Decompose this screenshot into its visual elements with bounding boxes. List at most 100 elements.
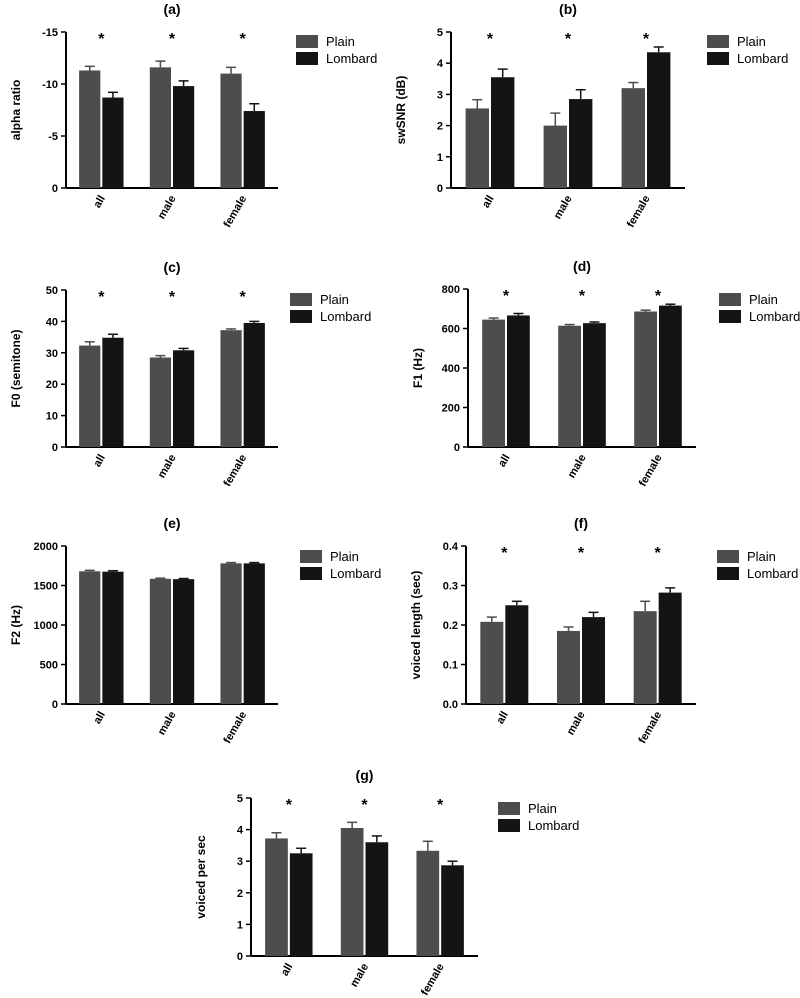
y-tick-label: -15	[42, 27, 58, 39]
x-tick-label: male	[552, 194, 575, 222]
bar-lombard	[102, 337, 124, 447]
chart-title: (b)	[559, 1, 577, 17]
legend-label: Plain	[528, 801, 557, 816]
y-tick-label: 50	[46, 285, 58, 297]
bar-lombard	[491, 77, 515, 188]
bar-plain	[149, 67, 171, 188]
bar-plain	[220, 563, 242, 704]
significance-marker: *	[579, 288, 586, 305]
significance-marker: *	[578, 545, 585, 562]
y-tick-label: 0	[52, 183, 58, 195]
legend-label: Plain	[749, 292, 778, 307]
bar-plain	[149, 578, 171, 704]
x-tick-label: female	[221, 453, 249, 489]
bar-plain	[482, 319, 505, 447]
y-axis-label: voiced per sec	[194, 835, 208, 919]
y-tick-label: -5	[48, 131, 58, 143]
x-tick-label: all	[496, 453, 513, 470]
chart-panel: (f) voiced length (sec) 0.0 0.1 0.2 0.3 0.4 all…	[409, 515, 798, 746]
bar-plain	[557, 630, 580, 704]
legend-label: Plain	[330, 549, 359, 564]
bar-lombard	[102, 571, 124, 704]
y-axis-label: voiced length (sec)	[409, 571, 423, 680]
legend-label: Plain	[326, 34, 355, 49]
y-tick-label: 2000	[34, 541, 58, 553]
legend-swatch	[719, 310, 741, 323]
legend-swatch	[300, 550, 322, 563]
legend-swatch	[707, 52, 729, 65]
bar-plain	[149, 357, 171, 447]
bar-plain	[340, 828, 364, 956]
chart-panel: (b) swSNR (dB) 0 1 2 3 4 5 all * male * female * Plain…	[394, 1, 788, 230]
x-tick-label: female	[637, 453, 665, 489]
x-tick-label: male	[156, 453, 179, 481]
bar-plain	[621, 88, 645, 188]
x-tick-label: male	[156, 710, 179, 738]
chart-title: (g)	[356, 767, 374, 783]
significance-marker: *	[98, 289, 105, 306]
y-tick-label: 0	[454, 442, 460, 454]
legend-swatch	[717, 550, 739, 563]
y-tick-label: -10	[42, 79, 58, 91]
bar-plain	[633, 611, 657, 704]
legend-swatch	[717, 567, 739, 580]
y-tick-label: 3	[237, 856, 243, 868]
chart-panel: (g) voiced per sec 0 1 2 3 4 5 all * male * female * P…	[194, 767, 579, 998]
legend-swatch	[290, 310, 312, 323]
chart-title: (c)	[163, 259, 180, 275]
legend-swatch	[498, 819, 520, 832]
x-tick-label: all	[494, 710, 511, 727]
x-tick-label: all	[91, 194, 108, 211]
x-tick-label: female	[221, 194, 249, 230]
significance-marker: *	[361, 797, 368, 814]
chart-title: (a)	[163, 1, 180, 17]
bar-plain	[465, 108, 489, 188]
legend-label: Lombard	[747, 566, 798, 581]
bar-plain	[558, 325, 581, 447]
legend-swatch	[300, 567, 322, 580]
bar-lombard	[243, 111, 265, 188]
significance-marker: *	[98, 31, 105, 48]
legend-swatch	[498, 802, 520, 815]
chart-panel: (d) F1 (Hz) 0 200 400 600 800 all * male * female * P…	[411, 258, 800, 489]
bar-lombard	[173, 86, 195, 188]
bar-lombard	[173, 579, 195, 704]
bar-plain	[220, 73, 242, 188]
bar-lombard	[507, 315, 530, 447]
significance-marker: *	[643, 31, 650, 48]
legend-label: Plain	[747, 549, 776, 564]
significance-marker: *	[655, 288, 662, 305]
y-tick-label: 4	[437, 58, 444, 70]
bar-plain	[79, 70, 101, 188]
y-tick-label: 3	[437, 89, 443, 101]
chart-panel: (a) alpha ratio 0 -5 -10 -15 all * male * female * P…	[9, 1, 377, 230]
significance-marker: *	[240, 31, 247, 48]
x-tick-label: all	[279, 962, 296, 979]
bar-lombard	[659, 305, 682, 447]
chart-title: (f)	[574, 515, 588, 531]
y-tick-label: 4	[237, 825, 244, 837]
y-axis-label: F0 (semitone)	[9, 329, 23, 407]
bar-lombard	[647, 52, 671, 188]
legend-label: Lombard	[737, 51, 788, 66]
y-tick-label: 1000	[34, 620, 58, 632]
bar-lombard	[569, 99, 593, 188]
bar-lombard	[243, 322, 265, 447]
y-tick-label: 0.4	[443, 541, 459, 553]
bar-lombard	[505, 605, 529, 704]
significance-marker: *	[169, 289, 176, 306]
y-tick-label: 0.0	[443, 699, 458, 711]
y-tick-label: 5	[237, 793, 243, 805]
x-tick-label: female	[636, 710, 664, 746]
bar-plain	[543, 125, 567, 188]
bar-plain	[79, 571, 101, 704]
y-tick-label: 1	[437, 152, 443, 164]
y-tick-label: 200	[442, 403, 460, 415]
significance-marker: *	[501, 545, 508, 562]
legend-swatch	[707, 35, 729, 48]
y-tick-label: 2	[237, 888, 243, 900]
y-tick-label: 0	[437, 183, 443, 195]
bar-lombard	[441, 865, 464, 956]
bar-plain	[220, 330, 242, 447]
